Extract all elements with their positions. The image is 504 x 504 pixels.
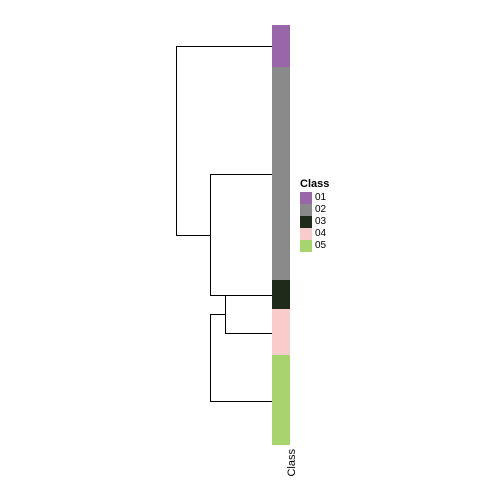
legend-item: 01	[300, 192, 329, 204]
legend-label: 05	[315, 240, 326, 252]
heat-cell-01	[272, 25, 290, 67]
heat-cell-02	[272, 67, 290, 280]
dendro-line	[210, 174, 211, 295]
dendro-line	[176, 46, 177, 235]
legend-swatch	[300, 228, 312, 240]
legend-label: 01	[315, 192, 326, 204]
dendro-line	[225, 295, 226, 333]
dendro-line	[210, 295, 272, 296]
legend: Class 0102030405	[300, 178, 329, 252]
heat-cell-04	[272, 309, 290, 355]
column-label: Class	[286, 449, 298, 477]
legend-label: 02	[315, 204, 326, 216]
dendro-line	[176, 235, 210, 236]
dendro-line	[176, 46, 272, 47]
legend-item: 03	[300, 216, 329, 228]
heat-cell-03	[272, 280, 290, 309]
legend-label: 04	[315, 228, 326, 240]
dendro-line	[210, 174, 272, 175]
legend-swatch	[300, 240, 312, 252]
legend-item: 02	[300, 204, 329, 216]
dendro-line	[210, 314, 225, 315]
legend-label: 03	[315, 216, 326, 228]
legend-item: 05	[300, 240, 329, 252]
legend-title: Class	[300, 178, 329, 190]
dendro-line	[225, 333, 272, 334]
heat-cell-05	[272, 355, 290, 445]
dendro-line	[210, 401, 272, 402]
legend-swatch	[300, 192, 312, 204]
legend-swatch	[300, 216, 312, 228]
legend-item: 04	[300, 228, 329, 240]
dendro-line	[210, 314, 211, 401]
legend-swatch	[300, 204, 312, 216]
